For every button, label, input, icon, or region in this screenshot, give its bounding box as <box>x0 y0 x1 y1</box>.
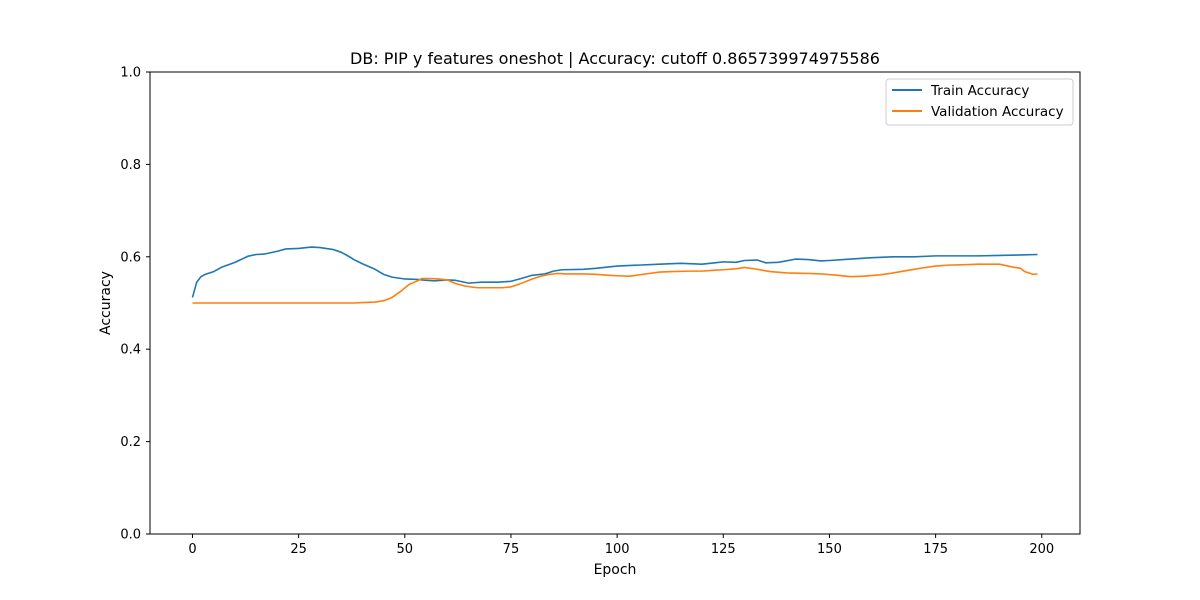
axis-ticks: 0 25 50 75 100 125 150 175 200 0.0 0.2 0.4 0.6 0.8 1.0 <box>120 66 1054 558</box>
series-lines <box>191 246 1038 304</box>
y-tick-label: 0.0 <box>120 528 141 543</box>
series-line-validation-accuracy <box>192 263 1038 304</box>
x-tick-label: 200 <box>1029 542 1054 557</box>
chart-title: DB: PIP y features oneshot | Accuracy: c… <box>350 49 880 68</box>
x-tick-label: 150 <box>817 542 842 557</box>
series-line-train-accuracy <box>191 246 1038 298</box>
x-tick-label: 100 <box>605 542 630 557</box>
y-tick-label: 0.8 <box>120 158 141 173</box>
y-tick-label: 0.2 <box>120 435 141 450</box>
x-axis-label: Epoch <box>594 562 637 578</box>
legend-box <box>885 78 1074 126</box>
axes-frame <box>149 71 1081 535</box>
x-tick-label: 175 <box>923 542 948 557</box>
x-tick-label: 0 <box>188 542 196 557</box>
y-tick-label: 0.4 <box>120 343 141 358</box>
y-tick-label: 1.0 <box>120 66 141 81</box>
y-axis-label: Accuracy <box>98 271 114 335</box>
x-tick-label: 50 <box>397 542 414 557</box>
legend-label: Validation Accuracy <box>931 104 1064 120</box>
x-tick-label: 75 <box>503 542 520 557</box>
legend-label: Train Accuracy <box>930 83 1029 99</box>
x-tick-label: 125 <box>711 542 736 557</box>
y-tick-label: 0.6 <box>120 250 141 265</box>
x-tick-label: 25 <box>290 542 307 557</box>
legend: Train Accuracy Validation Accuracy <box>885 78 1074 126</box>
